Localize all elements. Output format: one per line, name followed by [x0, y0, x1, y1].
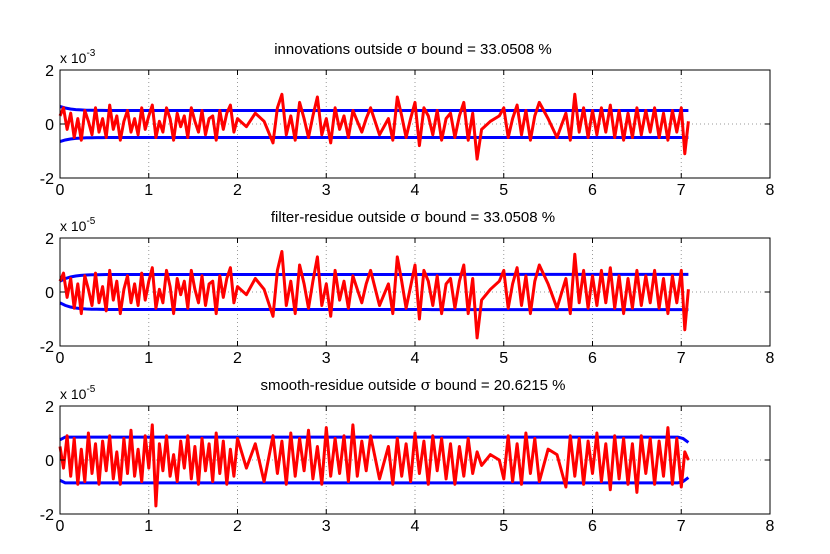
subplot-smooth-residue: smooth-residue outside σ bound = 20.6215… [40, 376, 775, 535]
y-tick-label: 0 [45, 453, 54, 470]
x-tick-label: 1 [144, 518, 153, 535]
y-exponent-label: x 10-5 [60, 216, 96, 234]
upper-sigma-bound [59, 435, 690, 444]
x-tick-label: 1 [144, 182, 153, 199]
x-tick-label: 5 [499, 518, 508, 535]
x-tick-label: 4 [411, 518, 420, 535]
lower-sigma-bound [59, 301, 689, 312]
residual-series-line [58, 250, 690, 340]
x-tick-label: 2 [233, 350, 242, 367]
x-tick-label: 2 [233, 518, 242, 535]
y-tick-label: 2 [45, 399, 54, 416]
x-tick-label: 7 [677, 350, 686, 367]
y-tick-label: 0 [45, 117, 54, 134]
x-tick-label: 1 [144, 350, 153, 367]
x-tick-label: 0 [56, 182, 65, 199]
x-tick-label: 8 [766, 350, 775, 367]
x-tick-label: 5 [499, 350, 508, 367]
y-exponent-label: x 10-3 [60, 48, 96, 66]
x-tick-label: 8 [766, 518, 775, 535]
residual-series-line [58, 92, 690, 161]
subplot-title: smooth-residue outside σ bound = 20.6215… [260, 376, 565, 394]
x-tick-label: 6 [588, 350, 597, 367]
y-tick-label: 2 [45, 63, 54, 80]
x-tick-label: 7 [677, 182, 686, 199]
x-tick-label: 6 [588, 182, 597, 199]
x-tick-label: 6 [588, 518, 597, 535]
x-tick-label: 2 [233, 182, 242, 199]
lower-sigma-bound [59, 136, 689, 144]
x-tick-label: 0 [56, 350, 65, 367]
subplot-innovations: innovations outside σ bound = 33.0508 % … [40, 40, 775, 199]
x-tick-label: 4 [411, 182, 420, 199]
y-tick-label: -2 [40, 339, 54, 356]
y-tick-label: -2 [40, 171, 54, 188]
y-tick-label: 0 [45, 285, 54, 302]
y-tick-label: 2 [45, 231, 54, 248]
x-tick-label: 5 [499, 182, 508, 199]
x-tick-label: 3 [322, 182, 331, 199]
x-tick-label: 4 [411, 350, 420, 367]
x-tick-label: 8 [766, 182, 775, 199]
x-tick-label: 3 [322, 518, 331, 535]
x-tick-label: 3 [322, 350, 331, 367]
x-tick-label: 0 [56, 518, 65, 535]
x-tick-label: 7 [677, 518, 686, 535]
subplot-title: innovations outside σ bound = 33.0508 % [274, 40, 552, 58]
y-exponent-label: x 10-5 [60, 384, 96, 402]
subplot-title: filter-residue outside σ bound = 33.0508… [271, 208, 555, 226]
y-tick-label: -2 [40, 507, 54, 524]
subplot-filter-residue: filter-residue outside σ bound = 33.0508… [40, 208, 775, 367]
residual-series-line [58, 423, 690, 508]
